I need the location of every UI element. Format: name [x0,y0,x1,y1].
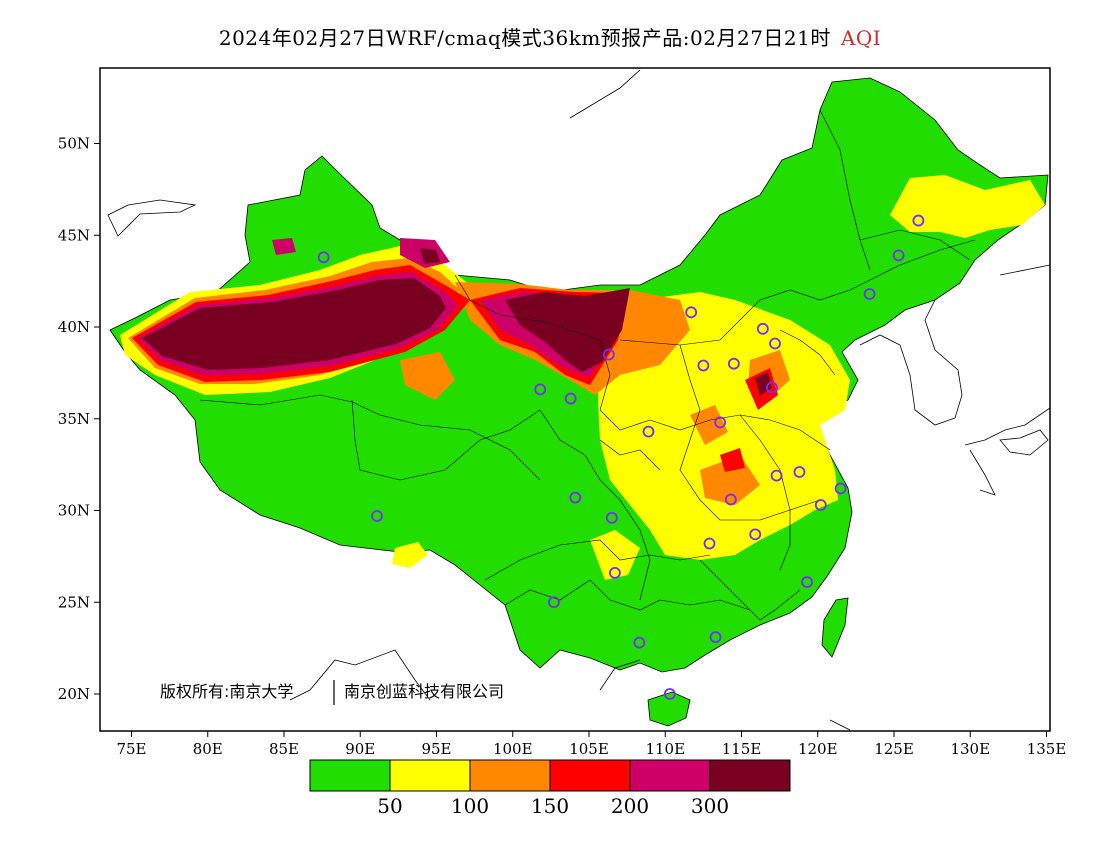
map-frame-border [99,67,1051,732]
x-tick-label: 105E [569,740,609,758]
monitoring-site-marker [317,251,330,264]
monitoring-site-marker [793,466,806,478]
monitoring-site-marker [749,528,762,541]
monitoring-site-marker [770,469,783,482]
title-main: 2024年02月27日WRF/cmaq模式36km预报产品:02月27日21时 [218,26,831,50]
monitoring-site-marker [548,596,560,609]
x-tick-label: 85E [269,740,299,758]
monitoring-site-marker [663,688,676,700]
y-tick-label: 35N [58,410,90,428]
x-tick-label: 115E [722,740,762,758]
legend-swatch [549,759,631,792]
monitoring-site-marker [609,566,621,579]
monitoring-site-marker [766,381,778,394]
monitoring-site-marker [642,425,655,438]
y-tick-label: 30N [58,502,90,520]
monitoring-site-marker [564,392,577,405]
y-tick-label: 20N [58,685,90,703]
credit-right: 南京创蓝科技有限公司 [344,682,504,701]
monitoring-site-marker [727,357,740,370]
monitoring-site-marker [534,383,547,396]
monitoring-site-marker [602,348,615,361]
x-axis: 75E 80E 85E 90E 95E 100E 105E 110E 115E 120E 125E 1… [116,731,1066,758]
x-tick-label: 125E [874,740,914,758]
y-tick-label: 40N [58,318,90,336]
monitoring-site-marker [371,510,383,522]
x-tick-label: 110E [645,740,685,758]
province-boundaries [199,109,976,621]
monitoring-site-marker [714,416,727,429]
legend-label: 100 [451,794,489,818]
monitoring-site-marker [814,499,827,511]
monitoring-site-marker [703,537,716,550]
legend-swatch [709,759,791,792]
title-variable: AQI [840,26,882,50]
legend-swatch [469,759,551,792]
monitoring-site-marker [892,249,905,262]
y-tick-label: 25N [58,593,90,611]
credit-left: 版权所有:南京大学 [160,682,293,701]
monitoring-site-marker [769,337,781,350]
monitoring-site-marker [569,491,582,504]
legend-label: 300 [691,794,729,818]
y-axis: 50N 45N 40N 35N 30N 25N 20N [58,135,100,703]
aqi-maroon-zones [142,248,772,396]
monitoring-site-marker [709,631,722,644]
monitoring-site-marker [912,214,925,227]
monitoring-site-marker [697,359,710,372]
x-tick-label: 100E [493,740,533,758]
monitoring-site-marker [724,493,737,506]
legend-label: 200 [611,794,649,818]
aqi-legend: 50 100 150 200 300 [309,759,791,818]
monitoring-site-marker [834,482,847,495]
taiwan-island [821,597,849,658]
map-content [107,69,1050,731]
legend-swatch [629,759,711,792]
monitoring-site-marker [863,288,876,300]
monitoring-site-marker [685,306,698,319]
x-tick-label: 90E [345,740,375,758]
x-tick-label: 135E [1027,740,1067,758]
neighbour-coastlines [107,69,1050,731]
map-title: 2024年02月27日WRF/cmaq模式36km预报产品:02月27日21时 A… [0,22,1100,51]
legend-swatch [389,759,471,792]
legend-swatch [309,759,391,792]
x-tick-label: 75E [116,740,146,758]
monitoring-site-marker [801,576,813,588]
monitoring-site-marker [605,511,618,524]
monitoring-site-marker [633,636,646,649]
x-tick-label: 95E [421,740,451,758]
monitoring-sites-layer [317,214,925,700]
legend-label: 50 [377,794,402,818]
hainan-island [647,691,691,727]
x-tick-label: 80E [193,740,223,758]
legend-label: 150 [531,794,569,818]
x-tick-label: 120E [798,740,838,758]
y-tick-label: 45N [58,226,90,244]
monitoring-site-marker [756,322,769,335]
y-tick-label: 50N [58,135,90,153]
x-tick-label: 130E [950,740,990,758]
